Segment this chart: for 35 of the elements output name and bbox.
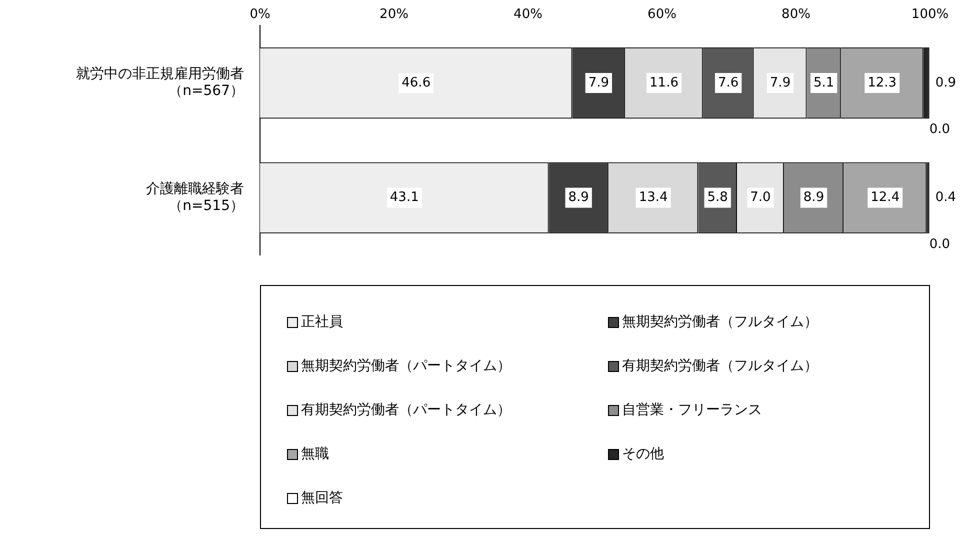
legend-label: 有期契約労働者（フルタイム） [621, 357, 819, 376]
legend-label: その他 [621, 445, 665, 464]
legend-label: 無期契約労働者（フルタイム） [621, 313, 819, 332]
data-label: 7.0 [750, 190, 771, 206]
data-label: 12.3 [868, 75, 897, 90]
data-label: 7.9 [588, 75, 610, 90]
data-label: 0.9 [935, 75, 956, 90]
legend-label: 無期契約労働者（パートタイム） [300, 357, 512, 376]
x-tick-label: 60% [648, 7, 676, 22]
y-tick-label: 就労中の非正規雇用労働者（n=567） [76, 66, 244, 100]
data-label: 11.6 [650, 75, 678, 90]
data-label: 8.9 [568, 190, 589, 206]
legend-label: 無回答 [300, 489, 344, 508]
data-label: 0.0 [929, 236, 950, 252]
x-tick-label: 20% [380, 7, 408, 22]
data-label: 12.4 [870, 190, 900, 206]
x-tick-label: 80% [782, 7, 810, 22]
data-label: 7.6 [718, 75, 739, 90]
legend-label: 有期契約労働者（パートタイム） [300, 401, 512, 420]
data-label: 0.0 [929, 122, 950, 137]
data-label: 43.1 [390, 190, 419, 206]
x-tick-label: 40% [514, 7, 542, 22]
data-label: 0.4 [935, 190, 956, 206]
x-tick-label: 100% [911, 7, 949, 22]
legend-label: 無職 [300, 445, 330, 464]
legend-label: 自営業・フリーランス [621, 401, 763, 420]
data-label: 5.1 [813, 75, 834, 90]
data-label: 7.9 [770, 75, 791, 90]
legend-label: 正社員 [300, 313, 344, 332]
x-tick-label: 0% [250, 7, 270, 22]
data-label: 46.6 [402, 75, 431, 90]
data-label: 8.9 [803, 190, 824, 206]
y-tick-label: 介護離職経験者（n=515） [146, 181, 244, 214]
data-label: 5.8 [707, 190, 728, 206]
data-label: 13.4 [638, 190, 668, 206]
